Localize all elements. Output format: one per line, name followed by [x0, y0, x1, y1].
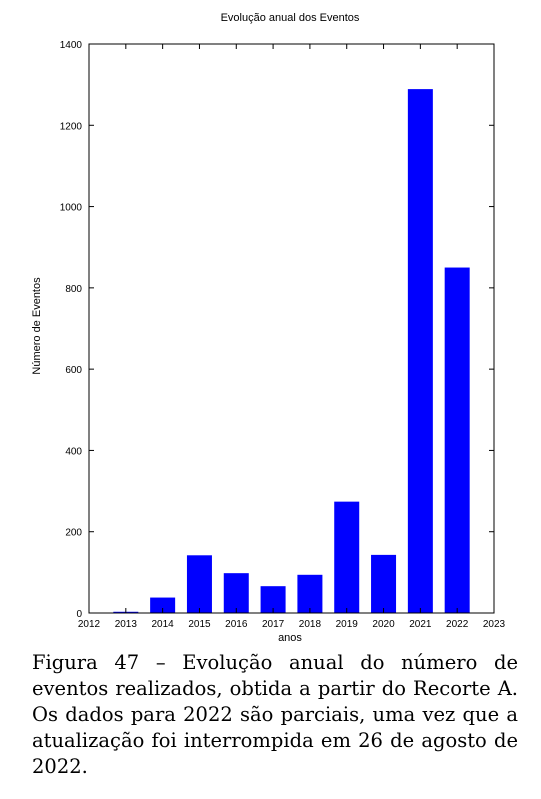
- y-tick-label-1400: 1400: [60, 40, 83, 51]
- x-tick-label-2016: 2016: [225, 619, 248, 630]
- x-tick-label-2022: 2022: [446, 619, 469, 630]
- y-tick-label-0: 0: [76, 609, 82, 620]
- y-tick-label-400: 400: [65, 446, 82, 457]
- bar-2016: [223, 573, 249, 613]
- x-tick-label-2015: 2015: [188, 619, 211, 630]
- x-tick-label-2017: 2017: [262, 619, 285, 630]
- y-tick-label-600: 600: [65, 365, 82, 376]
- bar-2022: [444, 267, 470, 613]
- y-tick-label-200: 200: [65, 528, 82, 539]
- x-tick-label-2018: 2018: [299, 619, 322, 630]
- x-tick-label-2019: 2019: [336, 619, 359, 630]
- x-axis-label: anos: [278, 632, 302, 644]
- bar-2019: [334, 501, 360, 613]
- x-tick-label-2020: 2020: [372, 619, 395, 630]
- plot-area: 0 200 400 600 800 1000 1200 1400 2012 2013 2014 201…: [60, 40, 506, 630]
- bar-2020: [371, 554, 397, 613]
- chart-title: Evolução anual dos Eventos: [221, 12, 360, 24]
- y-tick-label-1200: 1200: [60, 121, 83, 132]
- bar-2018: [297, 574, 323, 613]
- x-tick-label-2014: 2014: [152, 619, 175, 630]
- x-tick-label-2023: 2023: [483, 619, 506, 630]
- y-tick-label-1000: 1000: [60, 203, 83, 214]
- bar-2015: [186, 555, 212, 613]
- bar-chart: Evolução anual dos Eventos Número de Eve…: [31, 12, 506, 644]
- plot-frame: [88, 43, 495, 614]
- y-tick-label-800: 800: [65, 284, 82, 295]
- x-tick-label-2013: 2013: [115, 619, 138, 630]
- x-tick-label-2021: 2021: [409, 619, 432, 630]
- x-tick-label-2012: 2012: [78, 619, 101, 630]
- figure-caption: Figura 47 – Evolução anual do número de …: [32, 651, 518, 778]
- bar-2014: [150, 597, 176, 613]
- bar-2021: [407, 89, 433, 614]
- y-axis-label: Número de Eventos: [31, 277, 43, 375]
